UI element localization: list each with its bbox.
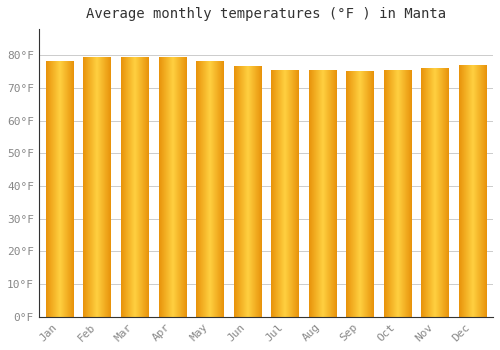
Title: Average monthly temperatures (°F ) in Manta: Average monthly temperatures (°F ) in Ma…: [86, 7, 446, 21]
